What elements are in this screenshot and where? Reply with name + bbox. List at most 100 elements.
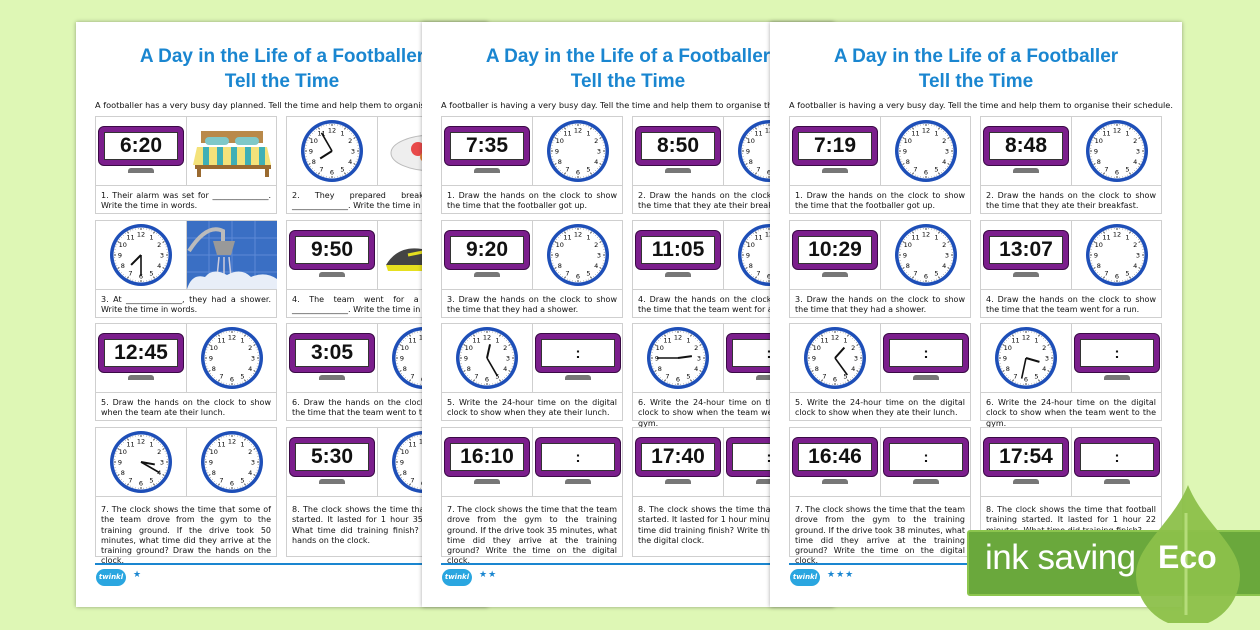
svg-text:11: 11: [126, 440, 134, 448]
svg-text:11: 11: [911, 233, 919, 241]
clock-display: 5:30: [295, 443, 369, 471]
svg-text:4: 4: [942, 158, 946, 166]
question-text: 4. Draw the hands on the clock to show t…: [633, 289, 813, 317]
digital-clock: 7:19: [792, 126, 878, 176]
svg-text:4: 4: [694, 365, 698, 373]
footer-divider: [95, 563, 469, 565]
svg-text:11: 11: [1102, 129, 1110, 137]
clock-frame: 7:19: [792, 126, 878, 166]
digital-clock: 17:40: [635, 437, 721, 487]
question-image-left: 9:50: [287, 221, 378, 289]
question-cell: 16:10: 7. The clock shows the time that t…: [441, 427, 623, 565]
question-image-left: 10:29: [790, 221, 881, 289]
svg-text:7: 7: [219, 477, 223, 485]
svg-text:6: 6: [924, 273, 928, 281]
digital-clock: 9:20: [444, 230, 530, 280]
svg-text:12: 12: [137, 438, 145, 446]
svg-text:2: 2: [248, 448, 252, 456]
title-line-2: Tell the Time: [570, 71, 686, 92]
shower-icon: [187, 221, 277, 289]
svg-text:9: 9: [746, 148, 750, 156]
svg-text:5: 5: [240, 373, 244, 381]
svg-text:10: 10: [210, 448, 218, 456]
svg-text:5: 5: [586, 166, 590, 174]
svg-text:2: 2: [248, 344, 252, 352]
clock-display: 11:05: [641, 236, 715, 264]
clock-frame: 11:05: [635, 230, 721, 270]
clock-stand: [1104, 479, 1130, 484]
clock-display: 10:29: [798, 236, 872, 264]
clock-display: :: [889, 339, 963, 367]
clock-frame: :: [535, 437, 621, 477]
svg-text:8: 8: [312, 158, 316, 166]
svg-text:7: 7: [219, 373, 223, 381]
clock-stand: [319, 479, 345, 484]
footer-divider: [441, 563, 815, 565]
svg-text:12: 12: [922, 231, 930, 239]
svg-text:5: 5: [934, 166, 938, 174]
svg-text:3: 3: [351, 148, 355, 156]
clock-display: 8:48: [989, 132, 1063, 160]
svg-text:11: 11: [754, 233, 762, 241]
minute-hand: [320, 132, 333, 152]
digital-clock: 7:35: [444, 126, 530, 176]
question-cell: 13:07 1 2 3 4 5 6 7 8 9 10 11 12 4. Draw the hands on…: [980, 220, 1162, 318]
digital-clock: 8:48: [983, 126, 1069, 176]
svg-text:8: 8: [749, 262, 753, 270]
svg-text:2: 2: [157, 241, 161, 249]
question-image-right: :: [1072, 324, 1162, 392]
svg-text:5: 5: [149, 270, 153, 278]
svg-text:1: 1: [934, 233, 938, 241]
clock-frame: 16:46: [792, 437, 878, 477]
svg-text:7: 7: [128, 270, 132, 278]
svg-text:7: 7: [756, 270, 760, 278]
svg-text:7: 7: [1013, 373, 1017, 381]
question-image-right: :: [533, 324, 623, 392]
clock-stand: [319, 375, 345, 380]
svg-text:10: 10: [465, 344, 473, 352]
clock-display: 17:54: [989, 443, 1063, 471]
svg-text:6: 6: [767, 169, 771, 177]
question-image-left: 6:20: [96, 117, 187, 185]
svg-text:9: 9: [903, 148, 907, 156]
clock-display: 7:35: [450, 132, 524, 160]
twinkl-logo: twinkl: [442, 569, 472, 586]
question-cell: 16:46: 7. The clock shows the time that t…: [789, 427, 971, 565]
svg-text:1: 1: [686, 336, 690, 344]
svg-text:9: 9: [555, 148, 559, 156]
svg-text:12: 12: [228, 334, 236, 342]
svg-text:11: 11: [754, 129, 762, 137]
svg-text:9: 9: [1094, 252, 1098, 260]
svg-text:5: 5: [1125, 166, 1129, 174]
svg-text:1: 1: [586, 233, 590, 241]
svg-text:10: 10: [1095, 137, 1103, 145]
clock-display: 13:07: [989, 236, 1063, 264]
svg-text:11: 11: [911, 129, 919, 137]
svg-text:5: 5: [340, 166, 344, 174]
svg-text:3: 3: [854, 355, 858, 363]
bed-icon: [193, 131, 271, 177]
svg-text:8: 8: [121, 262, 125, 270]
svg-text:12: 12: [922, 127, 930, 135]
intro-text: A footballer is having a very busy day. …: [789, 100, 1173, 110]
svg-text:6: 6: [330, 169, 334, 177]
question-image-left: 16:46: [790, 428, 881, 496]
digital-clock: 13:07: [983, 230, 1069, 280]
question-text: 2. Draw the hands on the clock to show t…: [981, 185, 1161, 213]
question-image-left: 17:54: [981, 428, 1072, 496]
svg-text:7: 7: [913, 166, 917, 174]
question-text: 1. Draw the hands on the clock to show t…: [442, 185, 622, 213]
question-text: 3. Draw the hands on the clock to show t…: [790, 289, 970, 317]
clock-frame: 17:40: [635, 437, 721, 477]
svg-text:8: 8: [906, 262, 910, 270]
question-cell: 1 2 3 4 5 6 7 8 9 10 11 12:5. Write the 24-hour tim…: [441, 323, 623, 421]
